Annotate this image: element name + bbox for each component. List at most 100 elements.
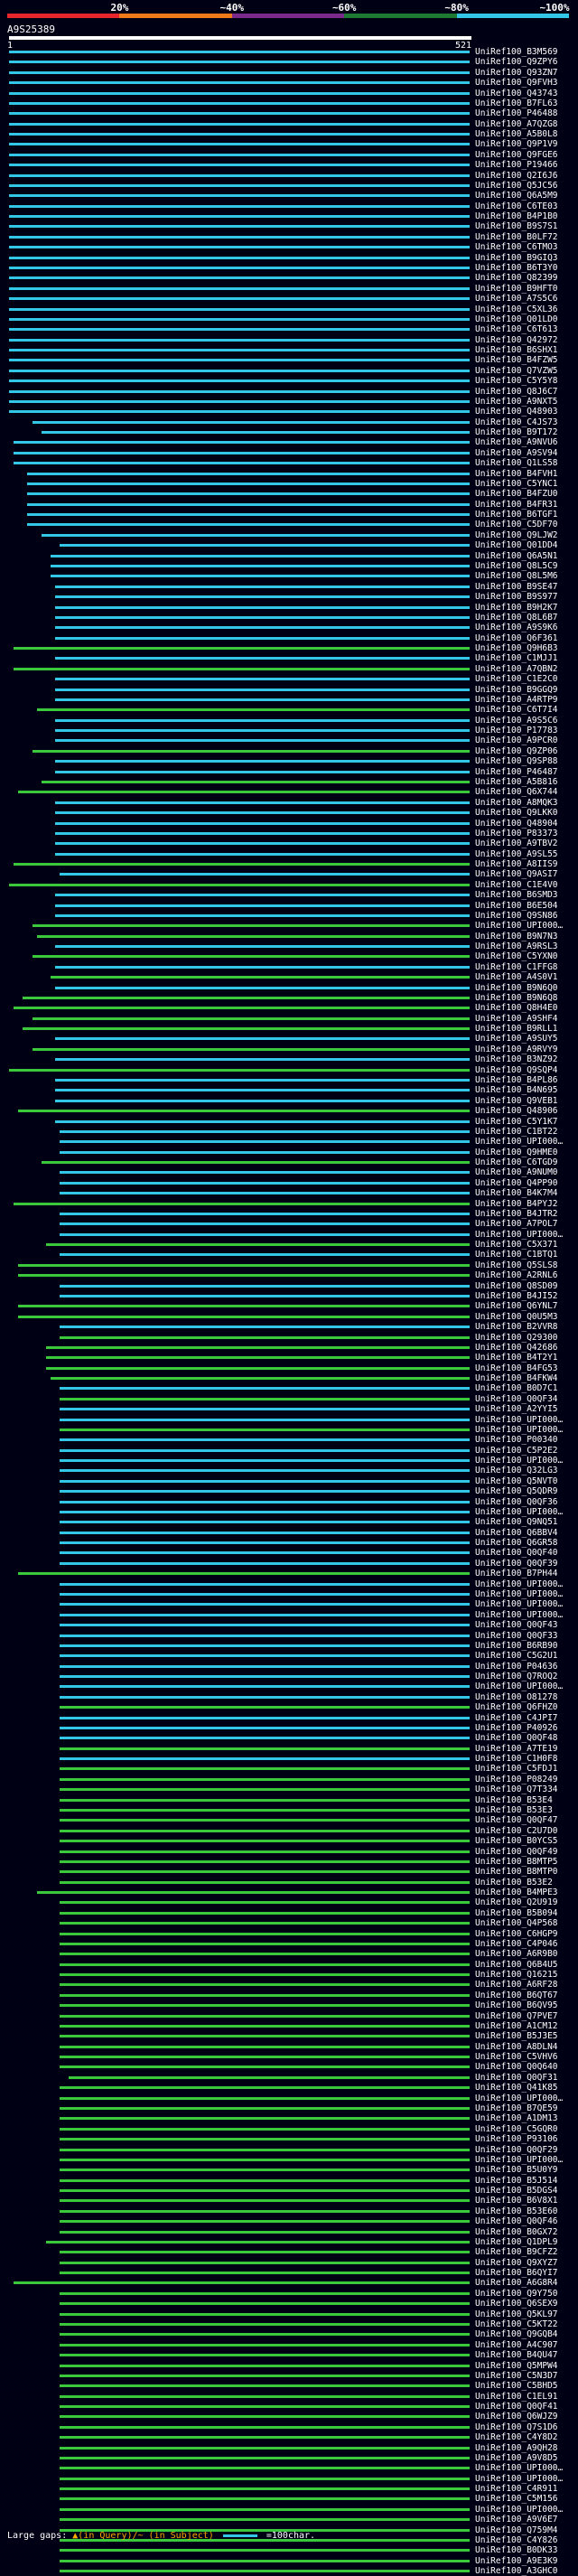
- hit-link[interactable]: UniRef100_P93106: [475, 2134, 558, 2145]
- hit-link[interactable]: UniRef100_Q9XYZ7: [475, 2257, 558, 2268]
- hit-link[interactable]: UniRef100_UPI000…: [475, 1681, 564, 1692]
- hit-link[interactable]: UniRef100_B5DGS4: [475, 2186, 558, 2197]
- hit-link[interactable]: UniRef100_C4JPI7: [475, 1712, 558, 1723]
- hit-link[interactable]: UniRef100_A6RF28: [475, 1980, 558, 1991]
- hit-link[interactable]: UniRef100_C6TE03: [475, 201, 558, 211]
- hit-link[interactable]: UniRef100_B4FZU0: [475, 489, 558, 500]
- hit-link[interactable]: UniRef100_B7FL63: [475, 98, 558, 108]
- hit-link[interactable]: UniRef100_A9SV94: [475, 447, 558, 458]
- hit-link[interactable]: UniRef100_C5YNC1: [475, 478, 558, 489]
- hit-link[interactable]: UniRef100_Q0QF43: [475, 1620, 558, 1631]
- hit-link[interactable]: UniRef100_A6R9B0: [475, 1949, 558, 1960]
- hit-link[interactable]: UniRef100_A9SUY5: [475, 1034, 558, 1044]
- hit-link[interactable]: UniRef100_B4K7M4: [475, 1188, 558, 1199]
- hit-link[interactable]: UniRef100_Q9P1V9: [475, 139, 558, 150]
- hit-link[interactable]: UniRef100_P46487: [475, 766, 558, 777]
- hit-link[interactable]: UniRef100_C5YXN0: [475, 951, 558, 962]
- hit-link[interactable]: UniRef100_P17783: [475, 726, 558, 736]
- hit-link[interactable]: UniRef100_B0YCS5: [475, 1836, 558, 1847]
- hit-link[interactable]: UniRef100_C6HGP9: [475, 1928, 558, 1939]
- hit-link[interactable]: UniRef100_Q6WJZ9: [475, 2412, 558, 2422]
- hit-link[interactable]: UniRef100_C5GQR0: [475, 2123, 558, 2134]
- hit-link[interactable]: UniRef100_Q0QF33: [475, 1630, 558, 1641]
- hit-link[interactable]: UniRef100_B4PYJ2: [475, 1198, 558, 1209]
- hit-link[interactable]: UniRef100_C1MJJ1: [475, 653, 558, 664]
- hit-link[interactable]: UniRef100_C1BTQ1: [475, 1250, 558, 1260]
- hit-link[interactable]: UniRef100_UPI000…: [475, 1578, 564, 1589]
- hit-link[interactable]: UniRef100_B6QV95: [475, 2000, 558, 2011]
- hit-link[interactable]: UniRef100_Q48904: [475, 818, 558, 829]
- hit-link[interactable]: UniRef100_Q5JC56: [475, 180, 558, 191]
- hit-link[interactable]: UniRef100_Q9ZPY6: [475, 57, 558, 68]
- hit-link[interactable]: UniRef100_UPI000…: [475, 1229, 564, 1240]
- hit-link[interactable]: UniRef100_A2YYI5: [475, 1404, 558, 1415]
- hit-link[interactable]: UniRef100_Q9SQP4: [475, 1064, 558, 1075]
- hit-link[interactable]: UniRef100_Q0QF41: [475, 2402, 558, 2412]
- hit-link[interactable]: UniRef100_C5X371: [475, 1240, 558, 1251]
- hit-link[interactable]: UniRef100_A9S9K6: [475, 623, 558, 633]
- hit-link[interactable]: UniRef100_A9SHF4: [475, 1013, 558, 1024]
- hit-link[interactable]: UniRef100_Q5QDR9: [475, 1486, 558, 1497]
- hit-link[interactable]: UniRef100_Q48906: [475, 1106, 558, 1117]
- hit-link[interactable]: UniRef100_Q48903: [475, 407, 558, 417]
- hit-link[interactable]: UniRef100_C5DF70: [475, 520, 558, 530]
- hit-link[interactable]: UniRef100_A2RNL6: [475, 1270, 558, 1281]
- hit-link[interactable]: UniRef100_B9N6Q0: [475, 982, 558, 993]
- hit-link[interactable]: UniRef100_B6QYI7: [475, 2268, 558, 2279]
- hit-link[interactable]: UniRef100_B7QE59: [475, 2103, 558, 2113]
- hit-link[interactable]: UniRef100_Q0QF48: [475, 1733, 558, 1744]
- hit-link[interactable]: UniRef100_Q6YNL7: [475, 1301, 558, 1312]
- hit-link[interactable]: UniRef100_Q4P568: [475, 1918, 558, 1929]
- hit-link[interactable]: UniRef100_Q01LD0: [475, 314, 558, 324]
- hit-link[interactable]: UniRef100_B4PL86: [475, 1075, 558, 1085]
- hit-link[interactable]: UniRef100_Q9ASI7: [475, 869, 558, 880]
- hit-link[interactable]: UniRef100_A9SL55: [475, 848, 558, 859]
- hit-link[interactable]: UniRef100_Q6X744: [475, 787, 558, 798]
- hit-link[interactable]: UniRef100_B9N7N3: [475, 931, 558, 941]
- hit-link[interactable]: UniRef100_B5U0Y9: [475, 2165, 558, 2176]
- hit-link[interactable]: UniRef100_A4S0V1: [475, 972, 558, 983]
- hit-link[interactable]: UniRef100_Q0QF31: [475, 2072, 558, 2083]
- hit-link[interactable]: UniRef100_A9TBV2: [475, 838, 558, 849]
- hit-link[interactable]: UniRef100_B4P1B0: [475, 211, 558, 222]
- hit-link[interactable]: UniRef100_Q0U5M3: [475, 1311, 558, 1322]
- hit-link[interactable]: UniRef100_C1E2C0: [475, 674, 558, 685]
- hit-link[interactable]: UniRef100_B53E2: [475, 1877, 553, 1888]
- hit-link[interactable]: UniRef100_Q0QF29: [475, 2144, 558, 2155]
- hit-link[interactable]: UniRef100_UPI000…: [475, 1589, 564, 1599]
- hit-link[interactable]: UniRef100_Q6A5N1: [475, 550, 558, 561]
- hit-link[interactable]: UniRef100_C4Y8D2: [475, 2432, 558, 2443]
- hit-link[interactable]: UniRef100_B4FZW5: [475, 355, 558, 366]
- hit-link[interactable]: UniRef100_A6G8R4: [475, 2278, 558, 2289]
- hit-link[interactable]: UniRef100_Q2U919: [475, 1897, 558, 1908]
- hit-link[interactable]: UniRef100_B4FKW4: [475, 1373, 558, 1384]
- hit-link[interactable]: UniRef100_B7PH44: [475, 1569, 558, 1579]
- hit-link[interactable]: UniRef100_A5B816: [475, 776, 558, 787]
- hit-link[interactable]: UniRef100_B9S977: [475, 592, 558, 603]
- hit-link[interactable]: UniRef100_B4JTR2: [475, 1208, 558, 1219]
- hit-link[interactable]: UniRef100_Q0QF34: [475, 1393, 558, 1404]
- hit-link[interactable]: UniRef100_Q6BBV4: [475, 1527, 558, 1538]
- hit-link[interactable]: UniRef100_Q43743: [475, 88, 558, 98]
- hit-link[interactable]: UniRef100_Q9Y750: [475, 2288, 558, 2299]
- hit-link[interactable]: UniRef100_A9E3K9: [475, 2555, 558, 2566]
- hit-link[interactable]: UniRef100_Q9NQ51: [475, 1517, 558, 1528]
- hit-link[interactable]: UniRef100_B9SE47: [475, 581, 558, 592]
- hit-link[interactable]: UniRef100_Q9HME0: [475, 1147, 558, 1157]
- hit-link[interactable]: UniRef100_B9T172: [475, 427, 558, 438]
- hit-link[interactable]: UniRef100_A9V8D5: [475, 2452, 558, 2463]
- hit-link[interactable]: UniRef100_P04636: [475, 1661, 558, 1672]
- hit-link[interactable]: UniRef100_Q5KL97: [475, 2309, 558, 2319]
- hit-link[interactable]: UniRef100_A9PCR0: [475, 735, 558, 746]
- hit-link[interactable]: UniRef100_B9CFZ2: [475, 2247, 558, 2258]
- hit-link[interactable]: UniRef100_C4P046: [475, 1938, 558, 1949]
- hit-link[interactable]: UniRef100_A5B0L8: [475, 129, 558, 140]
- hit-link[interactable]: UniRef100_Q9LJW2: [475, 529, 558, 540]
- hit-link[interactable]: UniRef100_Q42686: [475, 1342, 558, 1353]
- hit-link[interactable]: UniRef100_A7QBN2: [475, 663, 558, 674]
- hit-link[interactable]: UniRef100_Q82399: [475, 273, 558, 284]
- hit-link[interactable]: UniRef100_Q0QF49: [475, 1846, 558, 1857]
- hit-link[interactable]: UniRef100_Q7S1D6: [475, 2421, 558, 2432]
- hit-link[interactable]: UniRef100_Q29300: [475, 1332, 558, 1343]
- hit-link[interactable]: UniRef100_A9V6E7: [475, 2515, 558, 2525]
